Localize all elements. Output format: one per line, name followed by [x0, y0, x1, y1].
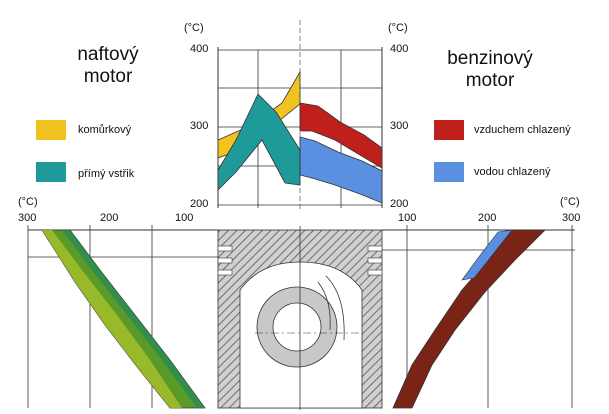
top-left-tick-200: 200	[190, 198, 209, 210]
petrol-title: benzinový motor	[430, 48, 550, 92]
piston-pin-bore	[272, 302, 322, 352]
diesel-title: naftový motor	[48, 44, 168, 88]
legend-swatch-water	[434, 162, 464, 182]
top-left-tick-300: 300	[190, 120, 209, 132]
unit-side-left: (°C)	[18, 196, 38, 208]
left-side-tick-200: 200	[100, 212, 119, 224]
ring-groove-2	[217, 257, 233, 264]
ring-groove-5	[367, 257, 383, 264]
legend-swatch-direct	[36, 162, 66, 182]
top-right-tick-300: 300	[390, 120, 409, 132]
piston	[217, 226, 383, 410]
legend-label-water: vodou chlazený	[474, 166, 551, 178]
piston-rib-curve-2	[325, 275, 345, 341]
unit-side-right: (°C)	[560, 196, 580, 208]
ring-groove-4	[367, 245, 383, 252]
right-side-chart	[382, 225, 575, 409]
unit-top-left: (°C)	[184, 22, 204, 34]
right-side-tick-200: 200	[478, 212, 497, 224]
right-side-band-blue-edge	[461, 229, 513, 281]
legend-label-air: vzduchem chlazený	[474, 124, 571, 136]
right-side-tick-100: 100	[398, 212, 417, 224]
legend-label-direct: přímý vstřik	[78, 168, 135, 180]
diesel-title-line-1: naftový	[77, 44, 139, 65]
right-side-tick-300: 300	[562, 212, 581, 224]
legend-label-prechamber: komůrkový	[78, 124, 132, 136]
top-left-tick-400: 400	[190, 43, 209, 55]
ring-groove-3	[217, 269, 233, 276]
petrol-water-band	[299, 136, 383, 204]
unit-top-right: (°C)	[388, 22, 408, 34]
piston-rib-curve	[317, 281, 331, 331]
left-side-chart	[27, 225, 218, 409]
left-side-tick-100: 100	[175, 212, 194, 224]
legend-swatch-air	[434, 120, 464, 140]
left-side-tick-300: 300	[18, 212, 37, 224]
left-side-band-yellow-edge	[42, 230, 182, 408]
petrol-title-line-1: benzinový	[447, 48, 533, 69]
diesel-title-line-2: motor	[83, 66, 133, 87]
top-chart	[217, 20, 383, 210]
petrol-air-band	[299, 102, 383, 169]
ring-groove-6	[367, 269, 383, 276]
legend-swatch-prechamber	[36, 120, 66, 140]
right-side-band	[392, 229, 546, 409]
ring-groove-1	[217, 245, 233, 252]
top-right-tick-400: 400	[390, 43, 409, 55]
top-right-tick-200: 200	[390, 198, 409, 210]
left-side-band-teal-edge	[62, 230, 205, 408]
petrol-title-line-2: motor	[465, 70, 515, 91]
